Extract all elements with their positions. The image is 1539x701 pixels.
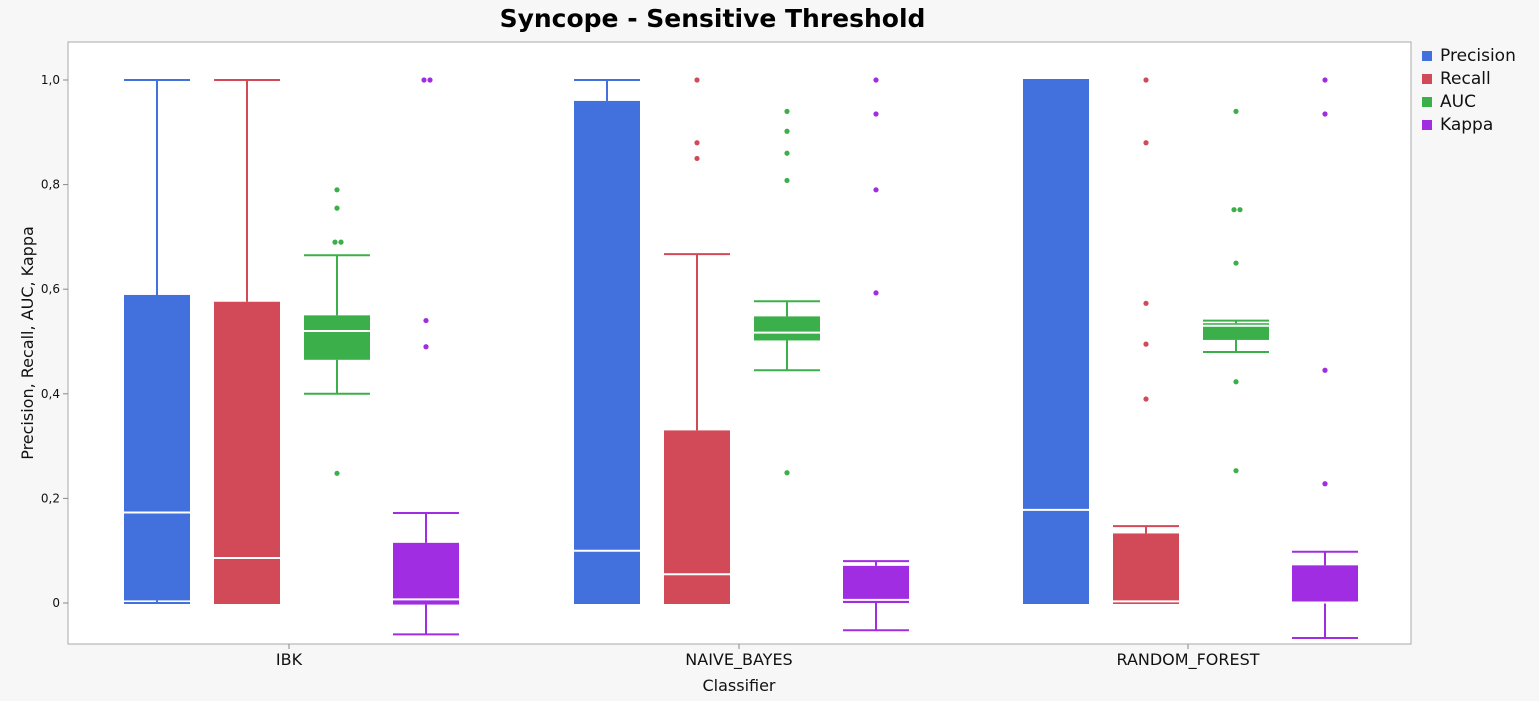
legend-item-precision[interactable]: Precision <box>1422 44 1516 67</box>
box-iqr <box>1113 533 1179 603</box>
outlier-point <box>1143 140 1149 146</box>
outlier-point <box>1143 341 1149 347</box>
box-iqr <box>754 316 820 341</box>
outlier-point <box>1322 77 1328 83</box>
box-recall-random_forest <box>1113 77 1179 604</box>
outlier-point <box>1233 260 1239 266</box>
legend-swatch <box>1422 73 1432 84</box>
outlier-point <box>1322 111 1328 117</box>
outlier-point <box>784 128 790 134</box>
box-auc-random_forest <box>1203 108 1269 474</box>
outlier-point <box>784 470 790 476</box>
y-axis-label: Precision, Recall, AUC, Kappa <box>18 226 37 460</box>
legend-swatch <box>1422 50 1432 61</box>
legend-label: Kappa <box>1440 114 1494 135</box>
outlier-point <box>873 77 879 83</box>
outlier-point <box>1233 108 1239 114</box>
box-precision-ibk <box>124 79 190 604</box>
box-kappa-naive_bayes <box>843 77 909 632</box>
x-tick-label: NAIVE_BAYES <box>685 650 792 670</box>
outlier-point <box>423 344 429 350</box>
outlier-point <box>1143 77 1149 83</box>
outlier-point <box>334 187 340 193</box>
box-iqr <box>214 301 280 603</box>
outlier-point <box>1143 396 1149 402</box>
box-series <box>124 77 1358 640</box>
box-auc-ibk <box>304 187 370 476</box>
legend-label: AUC <box>1440 91 1476 112</box>
outlier-point <box>1233 468 1239 474</box>
legend-swatch <box>1422 96 1432 107</box>
box-precision-random_forest <box>1023 79 1089 604</box>
outlier-point <box>694 77 700 83</box>
outlier-point <box>873 187 879 193</box>
legend-label: Recall <box>1440 68 1491 89</box>
x-tick-label: IBK <box>276 650 303 669</box>
outlier-point <box>1322 367 1328 373</box>
box-auc-naive_bayes <box>754 108 820 476</box>
legend-swatch <box>1422 119 1432 130</box>
legend-item-auc[interactable]: AUC <box>1422 90 1516 113</box>
outlier-point <box>873 290 879 296</box>
y-axis: 0 0,2 0,4 0,6 0,8 1,0 <box>41 73 68 610</box>
box-iqr <box>1023 80 1089 603</box>
outlier-point <box>421 77 427 83</box>
box-iqr <box>664 430 730 603</box>
outlier-point <box>334 205 340 211</box>
y-tick-label: 0 <box>52 596 60 610</box>
outlier-point <box>338 239 344 245</box>
x-axis-label: Classifier <box>702 676 775 695</box>
box-iqr <box>304 315 370 360</box>
box-iqr <box>574 100 640 604</box>
y-tick-label: 0,2 <box>41 491 60 505</box>
outlier-point <box>332 239 338 245</box>
legend-item-kappa[interactable]: Kappa <box>1422 113 1516 136</box>
outlier-point <box>334 470 340 476</box>
outlier-point <box>1231 207 1237 213</box>
outlier-point <box>784 108 790 114</box>
outlier-point <box>1237 207 1243 213</box>
y-tick-label: 0,6 <box>41 282 60 296</box>
x-axis: IBK NAIVE_BAYES RANDOM_FOREST <box>276 644 1260 670</box>
box-iqr <box>843 565 909 603</box>
y-tick-label: 1,0 <box>41 73 60 87</box>
y-tick-label: 0,8 <box>41 178 60 192</box>
box-iqr <box>393 542 459 605</box>
box-recall-ibk <box>214 79 280 604</box>
x-tick-label: RANDOM_FOREST <box>1116 650 1259 670</box>
legend: Precision Recall AUC Kappa <box>1422 44 1516 136</box>
box-recall-naive_bayes <box>664 77 730 604</box>
box-kappa-random_forest <box>1292 77 1358 640</box>
outlier-point <box>784 150 790 156</box>
outlier-point <box>423 317 429 324</box>
box-iqr <box>124 294 190 601</box>
box-kappa-ibk <box>393 77 459 636</box>
box-iqr <box>1203 323 1269 340</box>
legend-label: Precision <box>1440 45 1516 66</box>
outlier-point <box>694 155 700 162</box>
outlier-point <box>1143 300 1149 306</box>
outlier-point <box>1322 481 1328 487</box>
outlier-point <box>784 177 790 184</box>
outlier-point <box>427 77 433 83</box>
plot-area <box>67 41 1412 645</box>
outlier-point <box>1233 379 1239 385</box>
legend-item-recall[interactable]: Recall <box>1422 67 1516 90</box>
box-precision-naive_bayes <box>574 79 640 604</box>
box-iqr <box>1292 565 1358 603</box>
chart-title: Syncope - Sensitive Threshold <box>499 4 926 33</box>
outlier-point <box>694 140 700 146</box>
y-tick-label: 0,4 <box>41 387 60 401</box>
outlier-point <box>873 111 879 117</box>
